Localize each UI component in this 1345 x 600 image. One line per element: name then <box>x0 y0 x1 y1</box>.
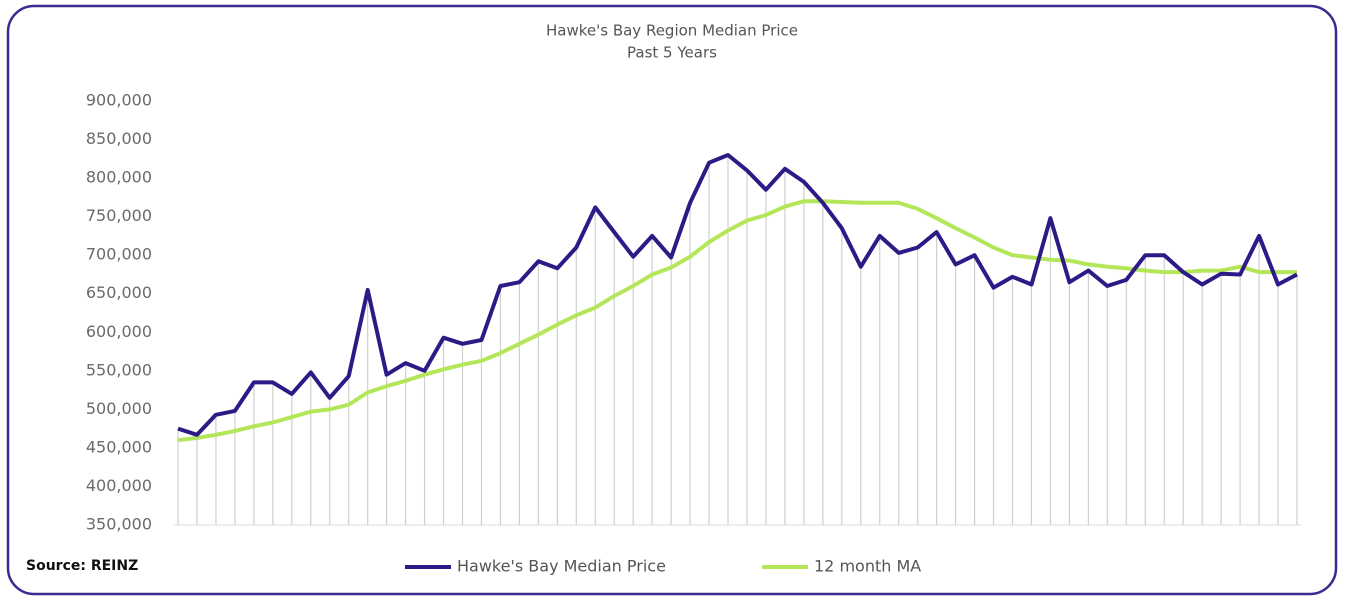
chart-subtitle: Past 5 Years <box>627 44 717 62</box>
y-tick-label: 800,000 <box>86 168 152 187</box>
source-note: Source: REINZ <box>26 558 138 574</box>
series-line <box>177 153 1298 437</box>
y-tick-label: 900,000 <box>86 91 152 110</box>
y-tick-label: 700,000 <box>86 245 152 264</box>
y-tick-label: 500,000 <box>86 399 152 418</box>
y-tick-label: 750,000 <box>86 206 152 225</box>
chart-title: Hawke's Bay Region Median Price <box>546 22 798 40</box>
y-tick-label: 850,000 <box>86 129 152 148</box>
y-tick-label: 350,000 <box>86 515 152 534</box>
y-tick-label: 450,000 <box>86 437 152 456</box>
legend-label: 12 month MA <box>814 557 921 576</box>
series-line <box>177 199 1297 443</box>
y-tick-label: 400,000 <box>86 476 152 495</box>
y-tick-label: 550,000 <box>86 360 152 379</box>
y-tick-label: 600,000 <box>86 322 152 341</box>
y-tick-label: 650,000 <box>86 283 152 302</box>
legend-label: Hawke's Bay Median Price <box>457 557 666 576</box>
frame <box>6 4 1338 596</box>
